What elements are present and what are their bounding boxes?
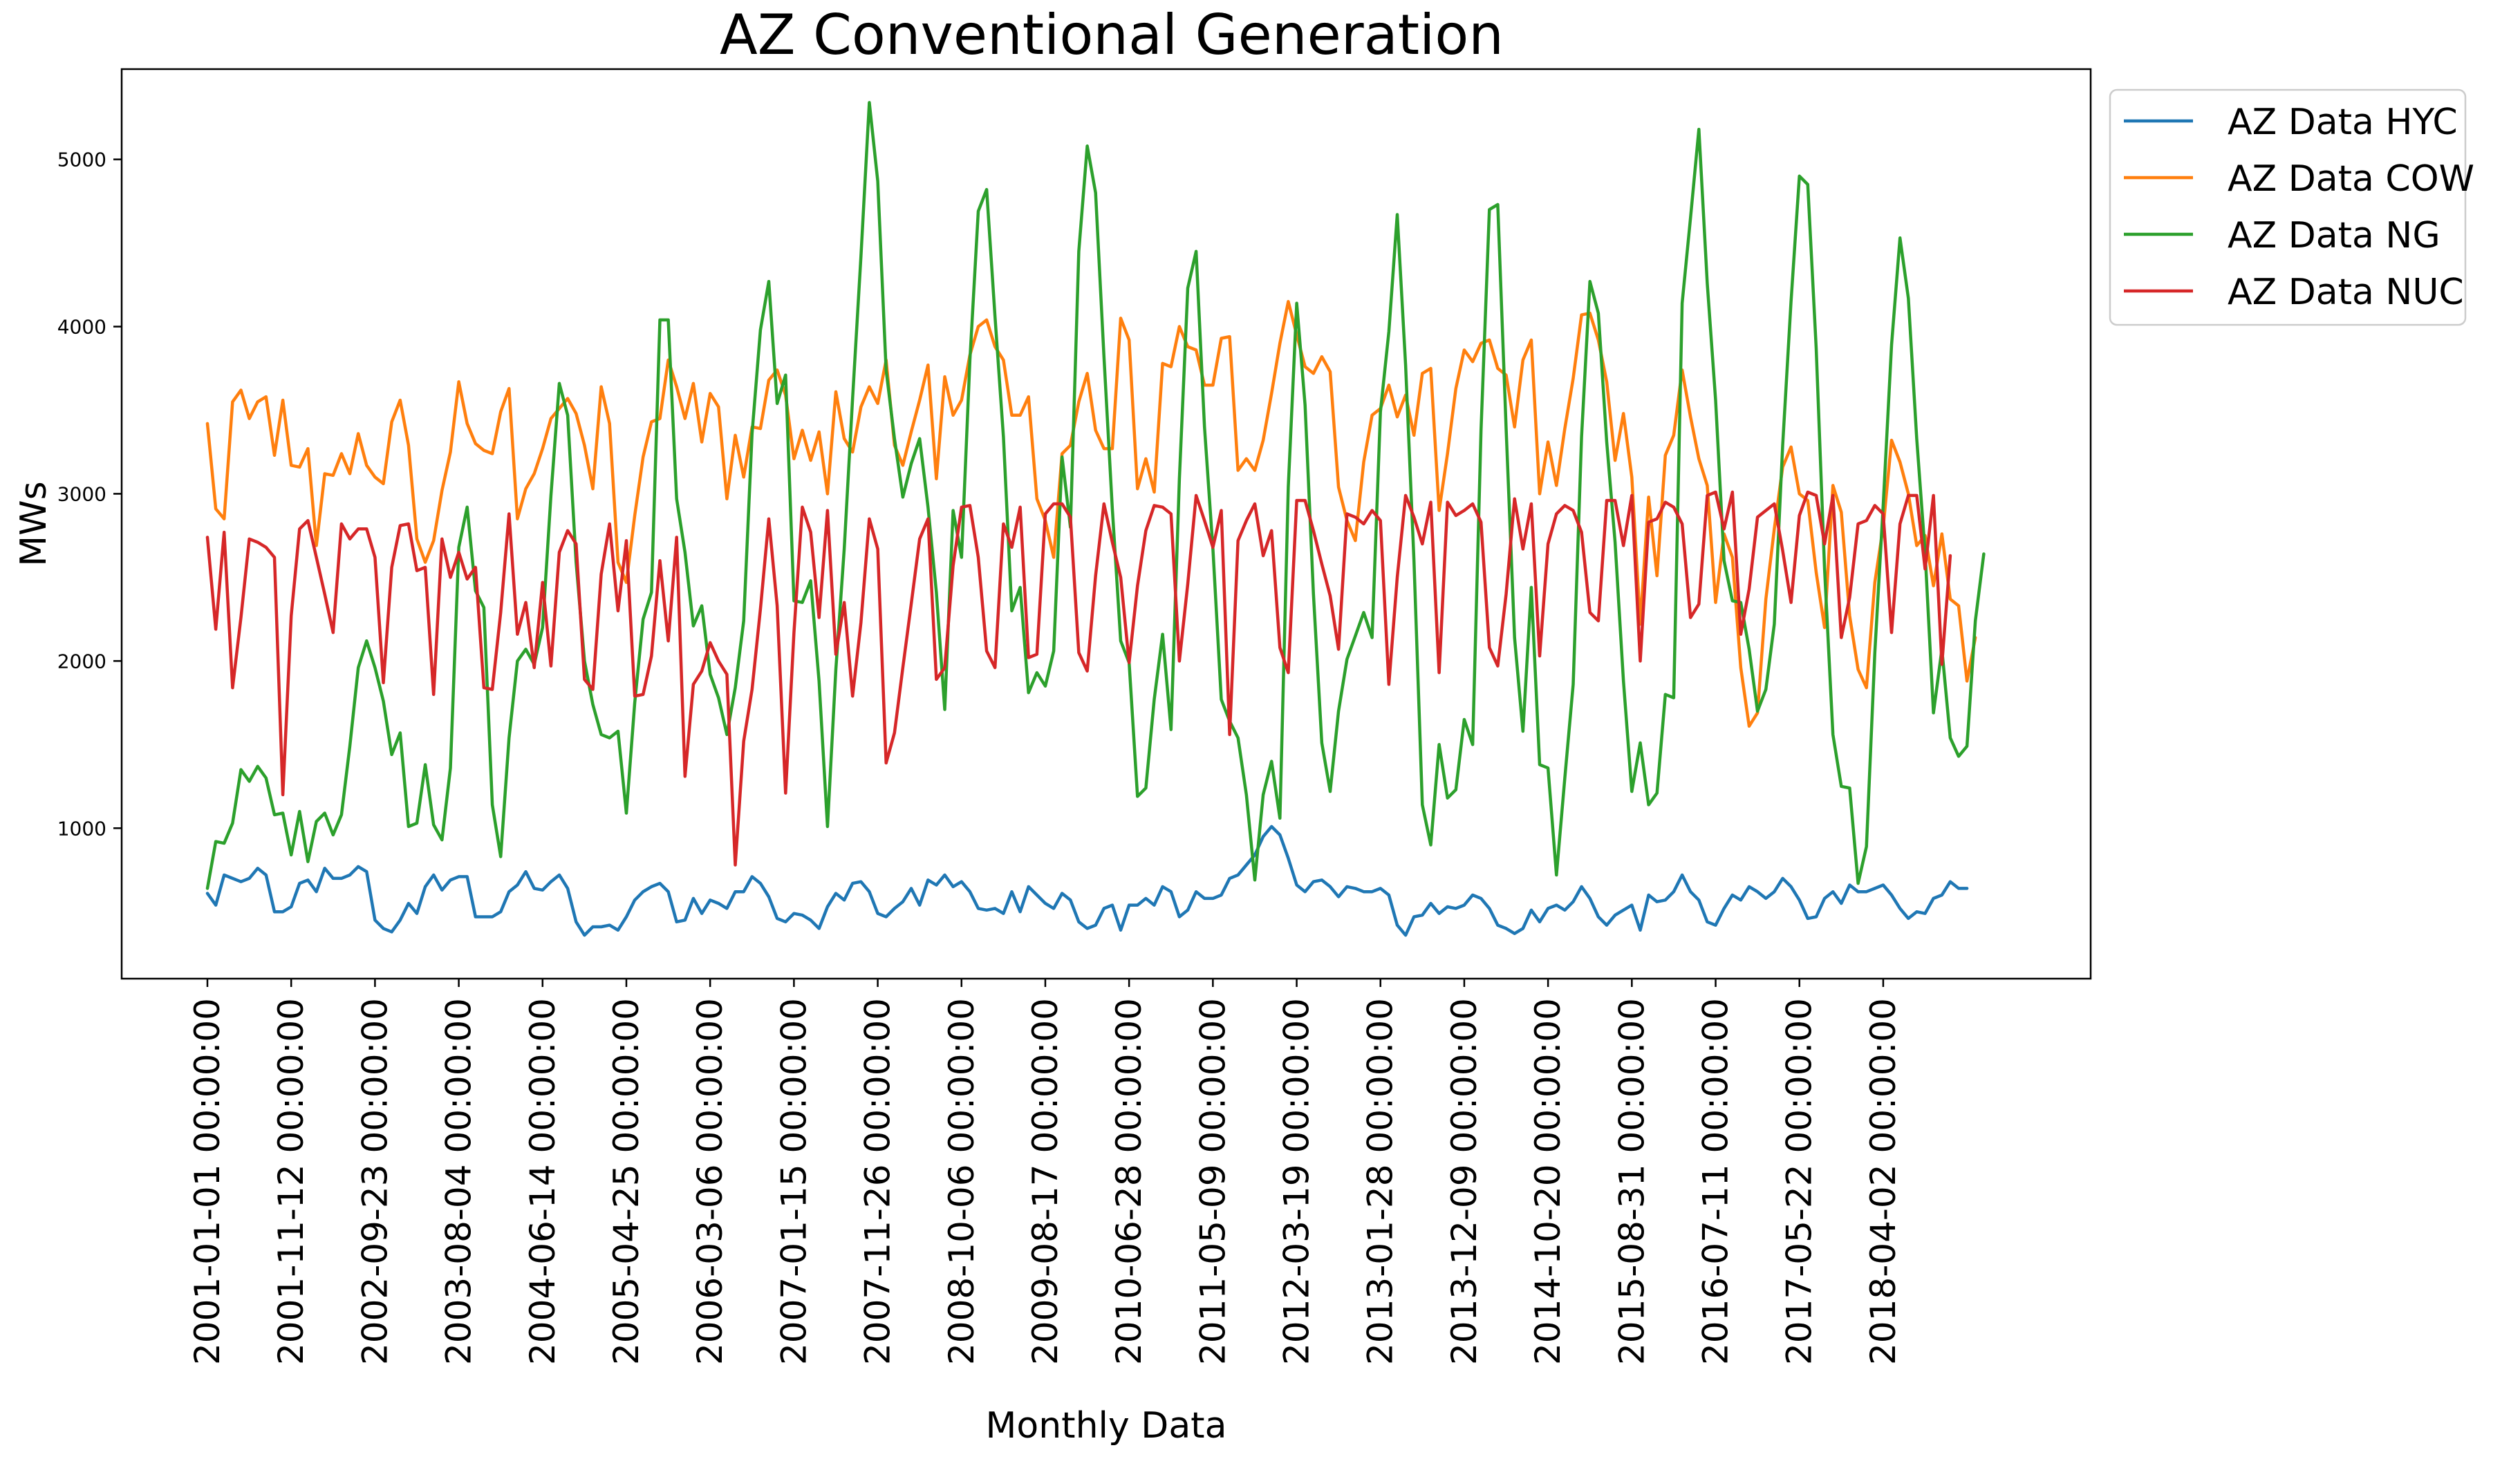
y-axis: 1000 2000 3000 4000 5000 [57,149,122,840]
x-tick-label-14: 2013-01-28 00:00:00 [1361,998,1401,1365]
chart-title: AZ Conventional Generation [720,3,1504,67]
plot-lines [205,101,1986,937]
x-tick-label-7: 2007-01-15 00:00:00 [774,998,814,1365]
y-tick-label-1: 2000 [57,650,106,672]
x-tick-label-9: 2008-10-06 00:00:00 [942,998,982,1365]
x-tick-label-17: 2015-08-31 00:00:00 [1612,998,1652,1365]
y-tick-label-4: 5000 [57,149,106,171]
x-axis-label: Monthly Data [986,1405,1227,1447]
series-line-0 [205,825,1969,937]
x-tick-label-13: 2012-03-19 00:00:00 [1277,998,1317,1365]
x-tick-label-1: 2001-11-12 00:00:00 [271,998,311,1365]
y-axis-label: MWs [13,481,55,566]
x-tick-label-8: 2007-11-26 00:00:00 [858,998,898,1365]
x-tick-label-2: 2002-09-23 00:00:00 [355,998,395,1365]
legend-label-2: AZ Data NG [2228,215,2440,256]
series-line-3 [205,490,1952,867]
x-tick-label-4: 2004-06-14 00:00:00 [523,998,563,1365]
x-tick-label-6: 2006-03-06 00:00:00 [690,998,730,1365]
legend-label-0: AZ Data HYC [2228,102,2458,143]
x-tick-label-5: 2005-04-25 00:00:00 [606,998,646,1365]
legend-label-3: AZ Data NUC [2228,272,2464,313]
x-tick-label-19: 2017-05-22 00:00:00 [1780,998,1820,1365]
y-tick-label-2: 3000 [57,482,106,505]
x-tick-label-18: 2016-07-11 00:00:00 [1696,998,1736,1365]
legend-label-1: AZ Data COW [2228,158,2474,200]
x-tick-label-15: 2013-12-09 00:00:00 [1444,998,1484,1365]
plot-frame [120,68,2092,980]
x-tick-label-3: 2003-08-04 00:00:00 [439,998,479,1365]
legend-box [2109,88,2467,326]
x-axis: 2001-01-01 00:00:00 2001-11-12 00:00:00 20… [187,979,1903,1365]
x-tick-label-0: 2001-01-01 00:00:00 [187,998,227,1365]
series-line-2 [205,101,1986,890]
x-tick-label-11: 2010-06-28 00:00:00 [1109,998,1149,1365]
y-tick-label-3: 4000 [57,316,106,339]
x-tick-label-10: 2009-08-17 00:00:00 [1025,998,1065,1365]
x-tick-label-12: 2011-05-09 00:00:00 [1193,998,1233,1365]
x-tick-label-16: 2014-10-20 00:00:00 [1528,998,1568,1365]
legend: AZ Data HYC AZ Data COW AZ Data NG AZ Data … [2109,88,2474,326]
x-tick-label-20: 2018-04-02 00:00:00 [1863,998,1903,1365]
y-tick-label-0: 1000 [57,817,106,840]
